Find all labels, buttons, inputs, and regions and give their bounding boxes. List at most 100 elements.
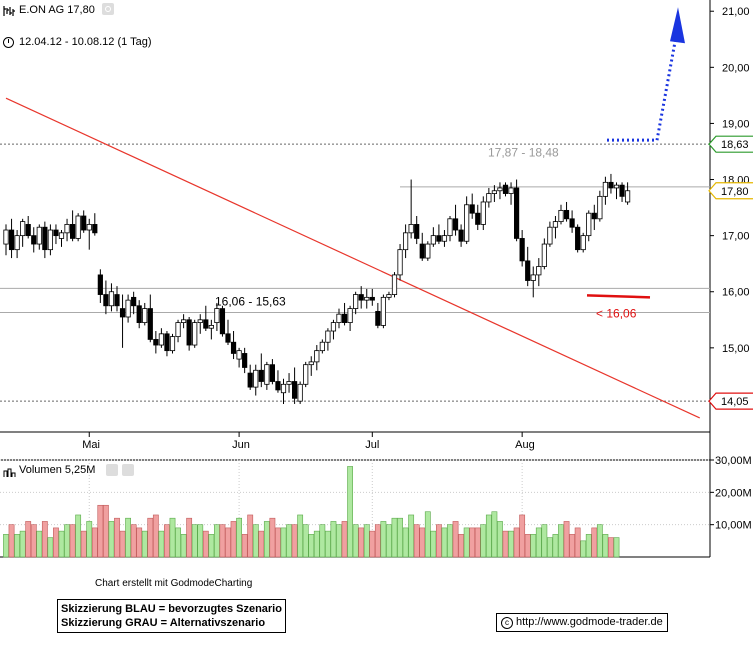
candle-body [175,322,181,338]
website-link[interactable]: c http://www.godmode-trader.de [496,613,668,632]
support-zone-label: 16,06 - 15,63 [215,294,286,308]
candle-up [380,294,387,329]
candle-body [75,215,81,239]
volume-bar [119,530,126,558]
candle-body [519,238,525,262]
candle-body [164,333,170,352]
candle-down [25,216,31,239]
candle-down [419,232,425,261]
volume-bar [208,534,215,558]
candle-up [192,319,198,348]
volume-bar [230,521,237,558]
candle-body [219,308,226,335]
candle-up [602,176,609,205]
candle-up [180,314,187,329]
volume-bar [497,521,503,558]
volume-bar [552,534,559,558]
candle-body [364,296,370,301]
candle-down [92,213,98,236]
candle-up [491,185,498,202]
candle-body [258,369,264,382]
candle-body [147,308,153,340]
candle-up [364,288,370,309]
candle-down [119,294,126,348]
volume-bar [563,521,570,558]
price-marker-label: 18,63 [721,139,749,151]
candle-down [569,210,575,233]
candle-down [81,210,87,233]
price-marker-yellow: 17,80 [708,182,753,200]
candle-down [269,359,276,385]
volume-bar [180,534,187,558]
settings-icon[interactable] [102,3,114,15]
candle-body [280,383,287,394]
volume-bar [463,527,470,558]
candle-body [586,212,592,237]
volume-bar [130,524,137,558]
candle-up [264,361,270,390]
volume-bar [308,534,315,558]
candle-body [602,181,609,197]
candle-up [169,333,176,354]
legend-grey: Skizzierung GRAU = Alternativszenario [61,617,266,629]
candle-down [247,364,253,390]
volume-bar [535,527,542,558]
candle-body [47,229,54,251]
legend-box: Skizzierung BLAU = bevorzugtes Szenario … [57,599,286,633]
candle-body [20,221,26,237]
candle-body [308,361,314,366]
volume-bar [114,517,120,558]
candle-up [530,266,536,298]
chart-credit: Chart erstellt mit GodmodeCharting [95,578,253,589]
price-marker-frame [708,392,753,410]
candle-body [25,224,31,237]
volume-bar [275,527,281,558]
price-tick-label: 17,00 [722,231,750,243]
candle-up [558,204,564,225]
candle-up [613,182,620,200]
chart-type-icon [3,4,17,22]
candle-body [169,336,176,352]
volume-bar [241,534,248,558]
candle-body [8,229,15,251]
candle-down [97,269,103,303]
volume-bar [424,511,431,558]
volume-bar [47,537,54,558]
candle-down [103,280,109,315]
candle-up [625,182,631,205]
candle-up [397,244,403,281]
volume-bar [302,524,309,558]
candle-up [253,364,259,396]
volume-bar [197,524,204,558]
candle-up [497,182,503,200]
candle-down [70,210,76,242]
candle-body [341,313,348,323]
price-marker-label: 17,80 [721,186,749,198]
candle-body [353,294,359,309]
candle-body [525,260,531,281]
candle-body [514,187,520,239]
website-url: http://www.godmode-trader.de [516,616,663,628]
candle-body [180,319,187,323]
candle-body [197,319,203,323]
volume-close-icon[interactable] [122,464,134,476]
volume-settings-icon[interactable] [106,464,118,476]
candle-body [142,308,148,323]
candle-down [414,216,420,245]
candle-up [330,319,337,340]
candle-up [408,179,414,239]
candle-body [380,296,387,326]
volume-bar [352,524,359,558]
volume-bar [474,527,481,558]
volume-bar [369,530,376,558]
volume-label: Volumen 5,25M [19,464,96,476]
volume-bar [430,530,437,558]
candle-up [208,319,214,340]
candle-body [186,319,192,346]
candle-body [153,339,159,346]
candle-up [3,224,9,256]
candle-body [414,224,420,239]
candle-up [402,224,409,259]
candle-up [508,182,514,205]
